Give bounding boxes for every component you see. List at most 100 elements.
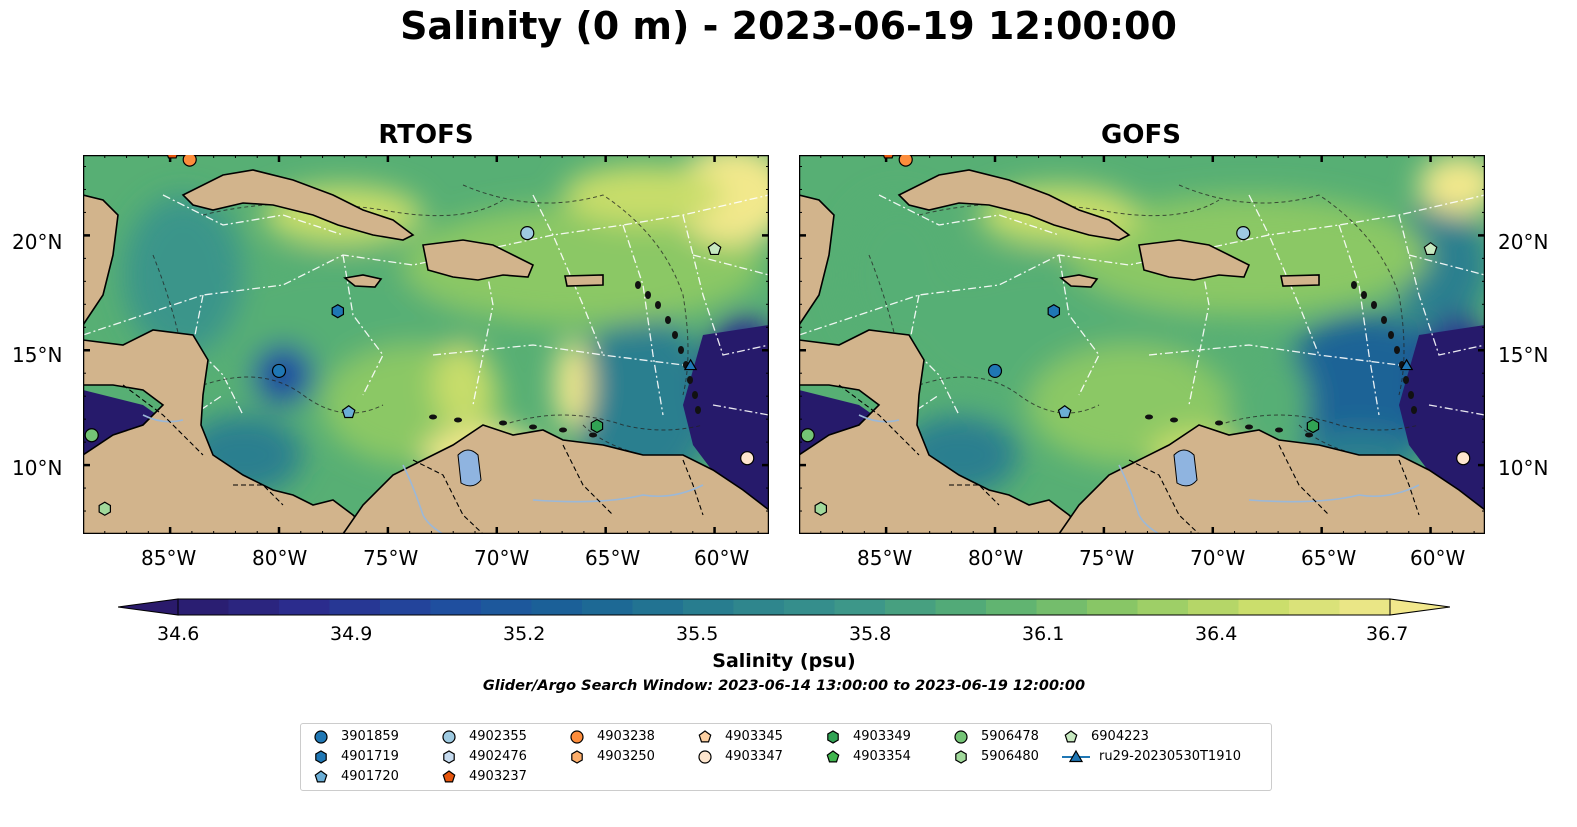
float-marker-4903347 [740, 451, 755, 466]
float-marker-4901719 [331, 303, 345, 319]
legend-hexagon-icon [827, 730, 839, 744]
colorbar-tick-label: 36.7 [1366, 623, 1409, 645]
y-tick-label: 10°N [12, 456, 63, 480]
float-marker-4903349 [590, 418, 604, 434]
colorbar-tick-label: 34.6 [157, 623, 200, 645]
legend-marker-pentagon [698, 730, 712, 743]
colorbar-segment [1137, 599, 1189, 615]
colorbar-segment [885, 599, 936, 615]
x-tick-label: 85°W [141, 546, 197, 570]
colorbar-segment [784, 599, 835, 615]
float-marker-ru29-20230530T1910 [683, 358, 698, 371]
legend-label: 4902476 [469, 749, 527, 764]
float-marker-4903238 [898, 155, 913, 167]
colorbar-segment [481, 599, 532, 615]
legend-circle-icon [698, 750, 712, 764]
legend-pentagon-icon [314, 770, 328, 783]
legend-marker-hexagon [571, 750, 583, 764]
colorbar-segment [329, 599, 381, 615]
atlantic-low-salinity-region [1399, 325, 1485, 534]
colorbar-tick-label: 34.9 [330, 623, 373, 645]
float-marker-5906480 [98, 501, 112, 516]
colorbar-segment [228, 599, 280, 615]
x-tick-label: 60°W [1410, 546, 1466, 570]
float-marker-4901719 [1047, 303, 1061, 319]
colorbar-segment [1238, 599, 1290, 615]
legend-marker-hexagon [827, 730, 839, 744]
colorbar-segment [683, 599, 734, 615]
colorbar-frame [177, 598, 1391, 616]
x-tick-label: 65°W [585, 546, 641, 570]
float-marker-4902355 [520, 225, 535, 241]
colorbar-extend-low [118, 598, 179, 616]
float-marker-3901859 [271, 363, 287, 379]
map-frame [83, 155, 769, 534]
colorbar-segment [1188, 599, 1239, 615]
float-marker-4903347 [1456, 451, 1471, 466]
legend-label: ru29-20230530T1910 [1099, 749, 1242, 764]
colorbar-tick-label: 35.5 [676, 623, 719, 645]
legend-pentagon-icon [1064, 730, 1078, 743]
legend-circle-icon [954, 730, 968, 744]
legend-pentagon-icon [826, 750, 840, 763]
legend-marker-circle [442, 730, 456, 744]
legend-label: 4903237 [469, 769, 527, 784]
float-marker-4901720 [1057, 405, 1072, 419]
float-marker-4903349 [1306, 418, 1320, 434]
legend-label: 4903238 [597, 729, 655, 744]
legend-marker-hexagon [955, 750, 967, 764]
x-tick-label: 80°W [968, 546, 1024, 570]
float-marker-4903237 [166, 155, 178, 159]
legend-label: 5906478 [981, 729, 1039, 744]
colorbar-segment [430, 599, 482, 615]
panel-title-gofs: GOFS [1101, 120, 1181, 150]
colorbar-segment [632, 599, 684, 615]
legend-pentagon-icon [442, 770, 456, 783]
legend-marker-circle [570, 730, 584, 744]
x-tick-label: 65°W [1301, 546, 1357, 570]
colorbar-segment [178, 599, 229, 615]
axis-ticks [799, 155, 1485, 534]
axis-ticks [83, 155, 769, 534]
float-markers [84, 155, 755, 516]
colorbar-segment [935, 599, 987, 615]
x-tick-label: 85°W [857, 546, 913, 570]
legend-marker-pentagon [826, 750, 840, 763]
colorbar-segment [733, 599, 785, 615]
legend-marker-circle [954, 730, 968, 744]
lesser-antilles [1145, 281, 1417, 438]
legend-circle-icon [570, 730, 584, 744]
float-marker-4903237 [882, 155, 894, 159]
legend-pentagon-icon [698, 730, 712, 743]
colorbar-extend-high [1389, 598, 1450, 616]
x-tick-label: 75°W [1079, 546, 1135, 570]
legend-marker-pentagon [314, 770, 328, 783]
legend-label: 4903347 [725, 749, 783, 764]
land [799, 169, 1485, 534]
legend-label: 4903349 [853, 729, 911, 744]
legend-label: 4901720 [341, 769, 399, 784]
x-tick-label: 70°W [1190, 546, 1246, 570]
legend-label: 4902355 [469, 729, 527, 744]
float-marker-5906480 [814, 501, 828, 516]
float-marker-6904223 [707, 241, 722, 256]
x-tick-label: 75°W [363, 546, 419, 570]
float-marker-5906478 [84, 428, 99, 443]
colorbar-segment [531, 599, 583, 615]
float-marker-ru29-20230530T1910 [1399, 358, 1414, 371]
legend-marker-circle [314, 730, 328, 744]
y-tick-label: 15°N [12, 343, 63, 367]
country-borders [122, 384, 704, 534]
legend-circle-icon [442, 730, 456, 744]
map-panel-rtofs [83, 155, 769, 534]
legend: 3901859 4901719 4901720 4902355 4902476 49032… [300, 723, 1272, 791]
x-tick-label: 80°W [252, 546, 308, 570]
x-tick-label: 60°W [694, 546, 750, 570]
legend-label: 4903250 [597, 749, 655, 764]
legend-label: 6904223 [1091, 729, 1149, 744]
legend-hexagon-icon [571, 750, 583, 764]
colorbar-label: Salinity (psu) [712, 650, 856, 672]
legend-marker-triangle-line [1062, 749, 1090, 763]
colorbar-segment [279, 599, 330, 615]
float-marker-3901859 [987, 363, 1003, 379]
